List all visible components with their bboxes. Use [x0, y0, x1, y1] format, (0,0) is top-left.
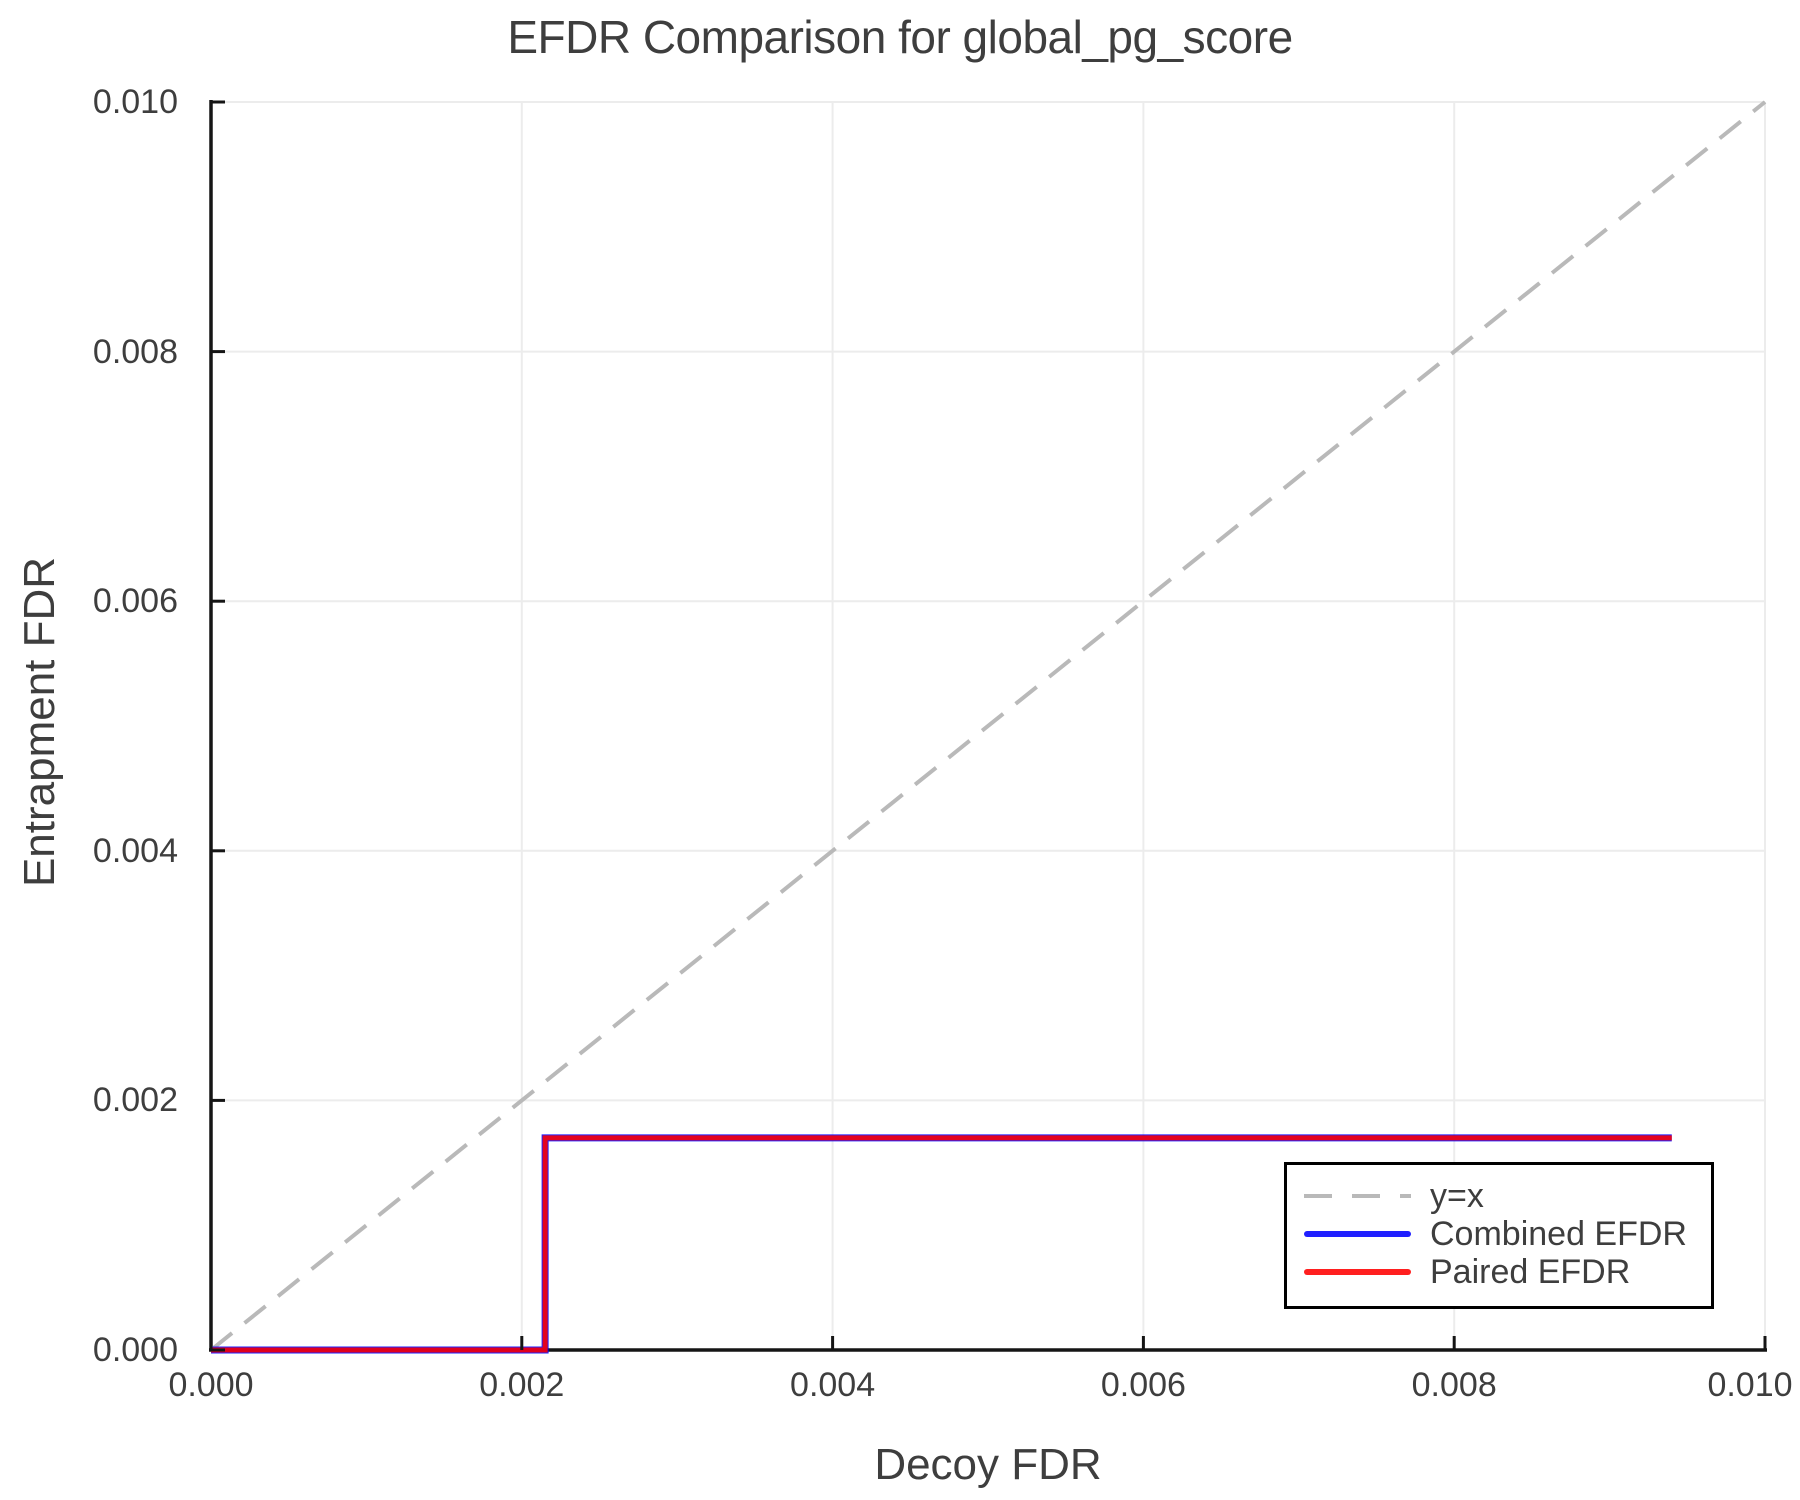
- legend-item-yx: y=x: [1304, 1177, 1701, 1215]
- legend-item-combined-efdr: Combined EFDR: [1304, 1215, 1701, 1253]
- y-tick-label: 0.002: [92, 1081, 178, 1120]
- legend-label-yx: y=x: [1430, 1176, 1484, 1215]
- legend-label-paired-efdr: Paired EFDR: [1430, 1252, 1631, 1291]
- y-tick-label: 0.000: [92, 1331, 178, 1369]
- y-tick-label: 0.008: [92, 332, 178, 371]
- legend-label-combined-efdr: Combined EFDR: [1430, 1214, 1687, 1253]
- paired-efdr-line-sample: [1304, 1269, 1411, 1275]
- chart-title: EFDR Comparison for global_pg_score: [507, 11, 1293, 63]
- x-tick-label: 0.004: [790, 1366, 876, 1404]
- y-tick-label: 0.004: [92, 831, 178, 870]
- x-tick-label: 0.008: [1411, 1366, 1497, 1404]
- y-tick-label: 0.006: [92, 582, 178, 621]
- x-tick-label: 0.006: [1100, 1366, 1186, 1404]
- x-tick-label: 0.010: [1707, 1366, 1793, 1404]
- legend-item-paired-efdr: Paired EFDR: [1304, 1253, 1701, 1291]
- x-axis-label: Decoy FDR: [874, 1440, 1102, 1489]
- y-tick-label: 0.010: [92, 83, 178, 121]
- yx-dashed-line-sample: [1304, 1194, 1411, 1198]
- chart-legend: y=x Combined EFDR Paired EFDR: [1284, 1162, 1714, 1309]
- x-tick-label: 0.000: [168, 1366, 254, 1404]
- combined-efdr-line-sample: [1304, 1231, 1411, 1237]
- x-tick-label: 0.002: [479, 1366, 565, 1404]
